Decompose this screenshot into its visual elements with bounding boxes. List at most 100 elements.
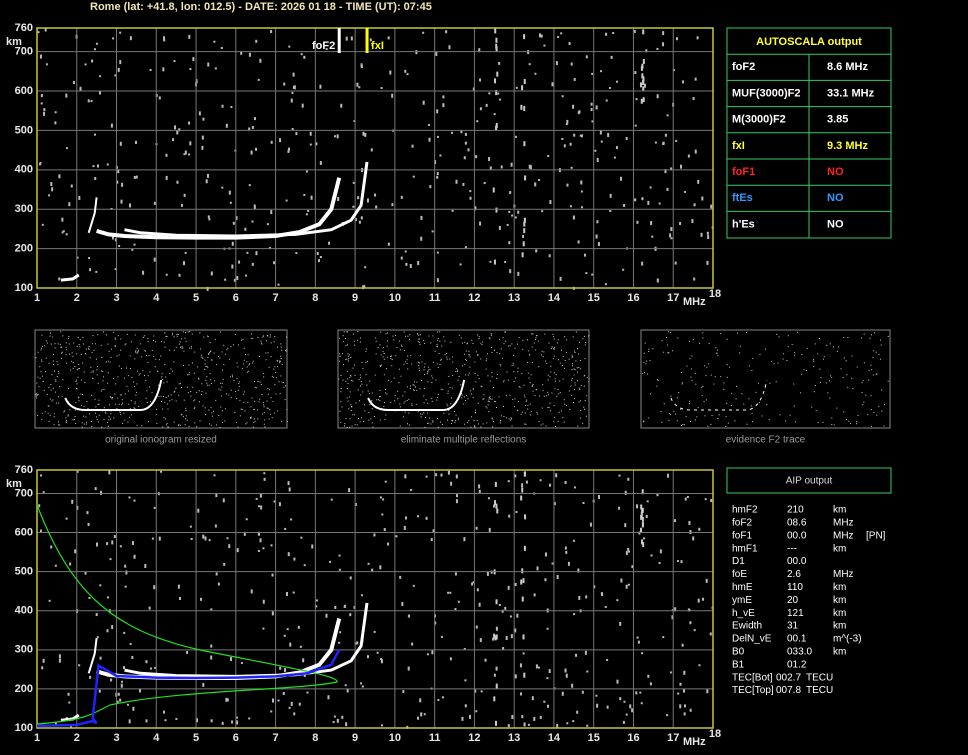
noise-dot <box>464 246 467 249</box>
noise-streak <box>492 187 495 193</box>
noise-dot <box>68 202 71 207</box>
noise-dot <box>250 150 253 155</box>
noise-streak <box>521 252 524 258</box>
thumb-dot <box>53 413 55 415</box>
noise-dot <box>120 680 123 683</box>
noise-dot <box>702 597 705 601</box>
noise-dot <box>472 87 475 91</box>
thumb-dot <box>557 389 559 391</box>
row-value: 3.85 <box>827 114 848 126</box>
thumb-dot <box>340 401 342 403</box>
noise-streak <box>521 85 524 91</box>
noise-dot <box>262 599 265 604</box>
thumb-dot <box>571 354 573 356</box>
noise-dot <box>285 592 288 597</box>
thumb-dot <box>400 375 402 377</box>
thumb-dot <box>524 396 526 398</box>
thumb-dot <box>578 401 580 403</box>
noise-dot <box>257 505 260 508</box>
thumb-dot <box>517 371 519 373</box>
thumb-dot <box>88 413 90 415</box>
noise-dot <box>455 474 458 479</box>
noise-dot <box>142 270 145 275</box>
thumb-dot <box>259 398 261 400</box>
noise-dot <box>595 105 598 110</box>
noise-dot <box>303 564 306 567</box>
thumb-dot <box>487 353 489 355</box>
thumb-dot <box>472 397 474 399</box>
noise-dot <box>176 180 179 184</box>
noise-dot <box>58 277 61 281</box>
noise-dot <box>139 688 142 693</box>
thumb-dot <box>281 381 283 383</box>
noise-dot <box>547 155 550 158</box>
thumb-dot <box>371 422 373 424</box>
noise-dot <box>420 712 423 717</box>
thumb-dot <box>176 335 178 337</box>
thumb-dot <box>713 383 715 385</box>
thumb-dot <box>666 337 668 339</box>
thumb-dot <box>870 409 872 411</box>
thumbnail: original ionogram resized <box>34 329 288 446</box>
thumb-dot <box>160 355 162 357</box>
noise-streak <box>523 545 526 551</box>
thumb-dot <box>578 341 580 343</box>
thumb-dot <box>734 420 736 422</box>
noise-dot <box>580 180 583 185</box>
noise-dot <box>565 550 568 554</box>
thumb-dot <box>193 408 195 410</box>
noise-dot <box>178 596 181 600</box>
thumb-dot <box>397 390 399 392</box>
noise-dot <box>215 493 218 498</box>
thumb-dot <box>183 350 185 352</box>
thumb-dot <box>704 415 706 417</box>
thumb-dot <box>197 366 199 368</box>
noise-dot <box>224 278 227 281</box>
thumb-dot <box>274 366 276 368</box>
noise-dot <box>605 99 608 102</box>
noise-dot <box>586 670 589 673</box>
thumb-dot <box>378 396 380 398</box>
noise-dot <box>325 613 328 618</box>
thumb-dot <box>525 400 527 402</box>
noise-dot <box>58 654 61 659</box>
thumb-dot <box>68 343 70 345</box>
thumb-dot <box>190 345 192 347</box>
thumb-dot <box>385 368 387 370</box>
o-trace <box>96 177 342 240</box>
thumb-dot <box>364 410 366 412</box>
thumb-dot <box>178 424 180 426</box>
noise-dot <box>616 679 619 684</box>
thumb-dot <box>432 421 434 423</box>
x-tick-label: 11 <box>429 732 441 744</box>
thumb-dot <box>65 354 67 356</box>
thumb-dot <box>87 347 89 349</box>
noise-dot <box>145 660 148 664</box>
thumb-dot <box>446 352 448 354</box>
noise-dot <box>282 691 285 695</box>
thumb-dot <box>85 423 87 425</box>
noise-dot <box>278 502 281 507</box>
thumb-dot <box>228 394 230 396</box>
noise-dot <box>595 694 598 697</box>
y-tick-label: 760 <box>15 464 33 476</box>
noise-dot <box>697 598 700 603</box>
thumb-dot <box>128 375 130 377</box>
aip-cell: 033.0 <box>787 647 812 658</box>
thumb-dot <box>584 400 586 402</box>
noise-dot <box>662 42 665 47</box>
thumb-dot <box>230 346 232 348</box>
thumb-dot <box>125 343 127 345</box>
noise-dot <box>96 164 99 168</box>
thumb-dot <box>805 369 807 371</box>
aip-cell: 00.1 <box>787 634 807 645</box>
thumb-dot <box>390 401 392 403</box>
thumb-dot <box>831 424 833 426</box>
thumb-dot <box>487 404 489 406</box>
noise-dot <box>173 60 176 63</box>
noise-dot <box>65 517 68 520</box>
thumb-dot <box>539 395 541 397</box>
x-tick-label: 9 <box>352 292 358 304</box>
noise-dot <box>590 102 593 106</box>
thumb-dot <box>503 343 505 345</box>
